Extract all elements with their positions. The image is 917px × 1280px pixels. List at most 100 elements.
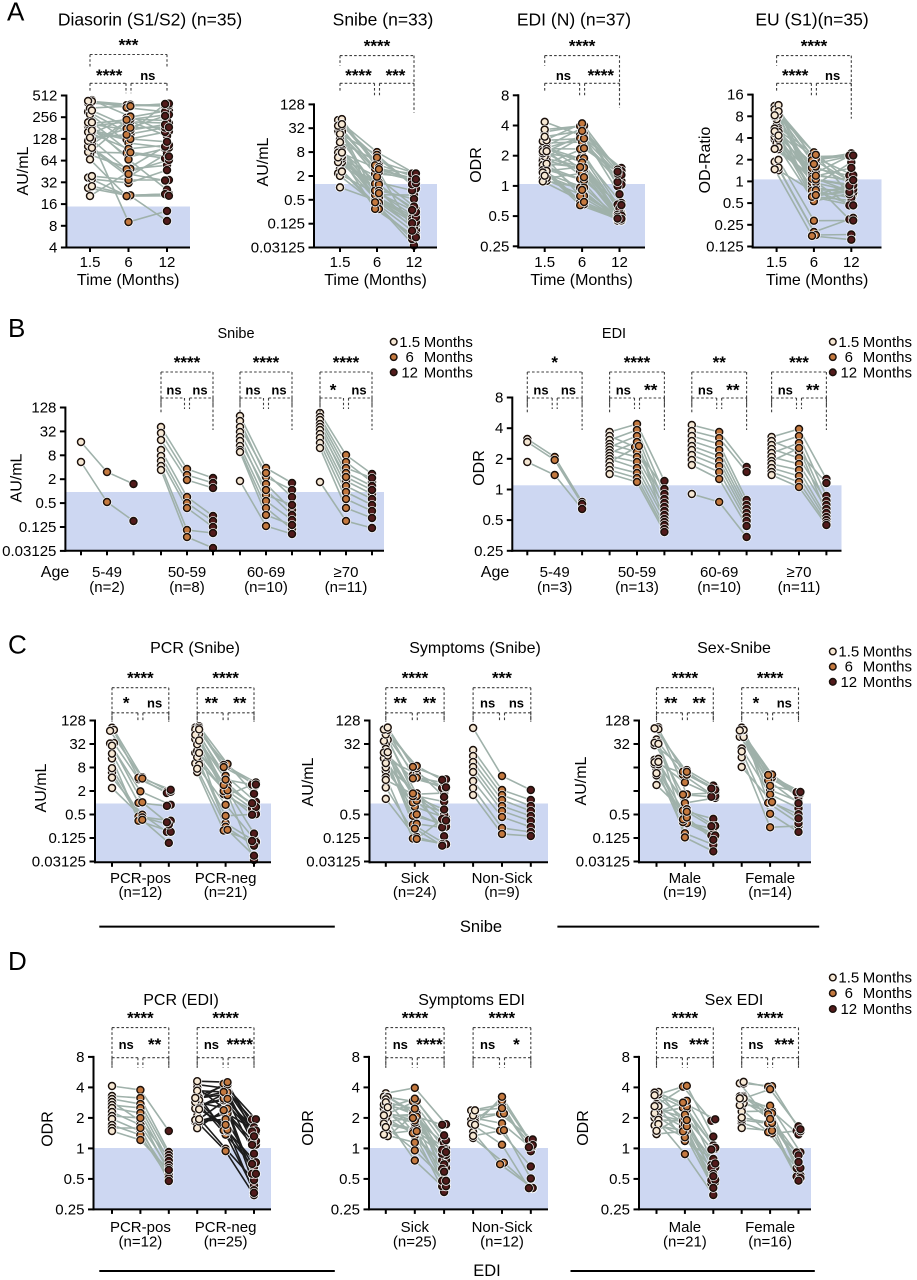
svg-text:(n=21): (n=21) <box>663 1234 707 1251</box>
svg-text:****: **** <box>402 1009 429 1028</box>
svg-text:Months: Months <box>863 985 912 1002</box>
svg-text:4: 4 <box>501 118 509 135</box>
svg-text:1.5: 1.5 <box>838 644 859 661</box>
svg-text:ns: ns <box>245 383 260 398</box>
svg-text:256: 256 <box>32 109 57 126</box>
svg-text:ODR: ODR <box>300 1110 317 1146</box>
svg-text:AU/mL: AU/mL <box>33 763 50 812</box>
svg-text:PCR-neg: PCR-neg <box>195 870 257 887</box>
svg-text:C: C <box>8 629 27 659</box>
svg-text:0.25: 0.25 <box>714 217 743 234</box>
svg-text:OD-Ratio: OD-Ratio <box>697 127 714 194</box>
svg-text:**: ** <box>692 693 706 712</box>
svg-text:AU/mL: AU/mL <box>15 146 32 195</box>
svg-text:****: **** <box>782 66 809 85</box>
svg-text:***: *** <box>119 36 139 55</box>
svg-text:Months: Months <box>424 364 473 381</box>
svg-text:*: * <box>551 353 558 372</box>
svg-text:ns: ns <box>140 68 155 83</box>
svg-text:≥70: ≥70 <box>787 564 812 581</box>
svg-text:**: ** <box>664 693 678 712</box>
svg-text:Non-Sick: Non-Sick <box>472 870 533 887</box>
svg-text:Snibe (n=33): Snibe (n=33) <box>333 10 434 30</box>
svg-text:12: 12 <box>843 254 860 271</box>
svg-text:Sex EDI: Sex EDI <box>705 992 764 1009</box>
svg-text:2: 2 <box>78 783 86 800</box>
svg-text:0.5: 0.5 <box>339 1171 360 1188</box>
svg-text:2: 2 <box>735 152 743 169</box>
svg-text:32: 32 <box>69 736 86 753</box>
svg-text:(n=10): (n=10) <box>244 579 288 596</box>
svg-text:6: 6 <box>845 985 853 1002</box>
svg-text:EU (S1)(n=35): EU (S1)(n=35) <box>755 10 868 30</box>
svg-text:1: 1 <box>352 1140 360 1157</box>
svg-text:128: 128 <box>61 713 86 730</box>
svg-text:0.125: 0.125 <box>323 830 361 847</box>
svg-text:8: 8 <box>297 144 305 161</box>
svg-text:8: 8 <box>735 108 743 125</box>
svg-text:****: **** <box>489 1009 516 1028</box>
svg-text:ns: ns <box>204 1037 219 1052</box>
svg-text:4: 4 <box>495 420 503 437</box>
svg-text:50-59: 50-59 <box>618 564 656 581</box>
svg-text:Months: Months <box>424 334 473 351</box>
svg-text:Female: Female <box>745 870 795 887</box>
svg-text:128: 128 <box>335 713 360 730</box>
svg-text:EDI: EDI <box>602 326 626 342</box>
svg-text:5-49: 5-49 <box>92 564 122 581</box>
svg-text:0.03125: 0.03125 <box>251 240 305 257</box>
svg-text:**: ** <box>644 381 658 400</box>
svg-text:Time (Months): Time (Months) <box>766 272 869 289</box>
svg-text:32: 32 <box>41 174 58 191</box>
svg-text:8: 8 <box>48 447 56 464</box>
svg-text:Male: Male <box>669 870 702 887</box>
svg-text:**: ** <box>233 693 247 712</box>
svg-text:1.5: 1.5 <box>766 254 787 271</box>
svg-text:**: ** <box>205 693 219 712</box>
svg-text:1: 1 <box>76 1140 84 1157</box>
svg-text:(n=2): (n=2) <box>89 579 124 596</box>
svg-text:***: *** <box>774 1035 794 1054</box>
svg-text:Diasorin (S1/S2) (n=35): Diasorin (S1/S2) (n=35) <box>58 10 242 30</box>
svg-text:0.125: 0.125 <box>267 216 305 233</box>
svg-text:0.25: 0.25 <box>331 1201 360 1218</box>
svg-text:Snibe: Snibe <box>217 326 254 342</box>
svg-text:0.25: 0.25 <box>474 543 503 560</box>
svg-text:6: 6 <box>810 254 818 271</box>
svg-text:12: 12 <box>840 674 857 691</box>
svg-text:****: **** <box>402 669 429 688</box>
svg-text:6: 6 <box>406 349 414 366</box>
svg-text:4: 4 <box>352 1079 360 1096</box>
svg-text:**: ** <box>713 353 727 372</box>
svg-text:4: 4 <box>76 1079 84 1096</box>
svg-text:ns: ns <box>698 383 713 398</box>
svg-text:8: 8 <box>495 390 503 407</box>
svg-text:1.5: 1.5 <box>838 970 859 987</box>
svg-text:ns: ns <box>480 695 495 710</box>
svg-text:B: B <box>8 313 25 343</box>
svg-text:1: 1 <box>735 173 743 190</box>
svg-text:AU/mL: AU/mL <box>9 453 26 502</box>
svg-text:12: 12 <box>401 364 418 381</box>
svg-text:(n=12): (n=12) <box>119 1234 163 1251</box>
svg-text:64: 64 <box>41 153 58 170</box>
svg-text:ns: ns <box>147 695 162 710</box>
svg-text:ns: ns <box>480 1037 495 1052</box>
svg-text:*: * <box>753 693 760 712</box>
svg-text:Female: Female <box>745 1219 795 1236</box>
svg-text:0.5: 0.5 <box>64 1171 85 1188</box>
svg-text:32: 32 <box>613 736 630 753</box>
svg-text:ns: ns <box>119 1037 134 1052</box>
svg-text:1: 1 <box>622 1140 630 1157</box>
svg-text:ns: ns <box>616 383 631 398</box>
svg-text:8: 8 <box>501 87 509 104</box>
svg-text:PCR (EDI): PCR (EDI) <box>143 992 219 1009</box>
svg-text:***: *** <box>492 669 512 688</box>
svg-text:128: 128 <box>32 131 57 148</box>
svg-text:ODR: ODR <box>40 1111 57 1147</box>
svg-text:0.03125: 0.03125 <box>576 854 630 871</box>
svg-text:Symptoms EDI: Symptoms EDI <box>418 992 525 1009</box>
svg-text:0.5: 0.5 <box>723 195 744 212</box>
svg-text:Male: Male <box>669 1219 702 1236</box>
svg-text:*: * <box>330 381 337 400</box>
